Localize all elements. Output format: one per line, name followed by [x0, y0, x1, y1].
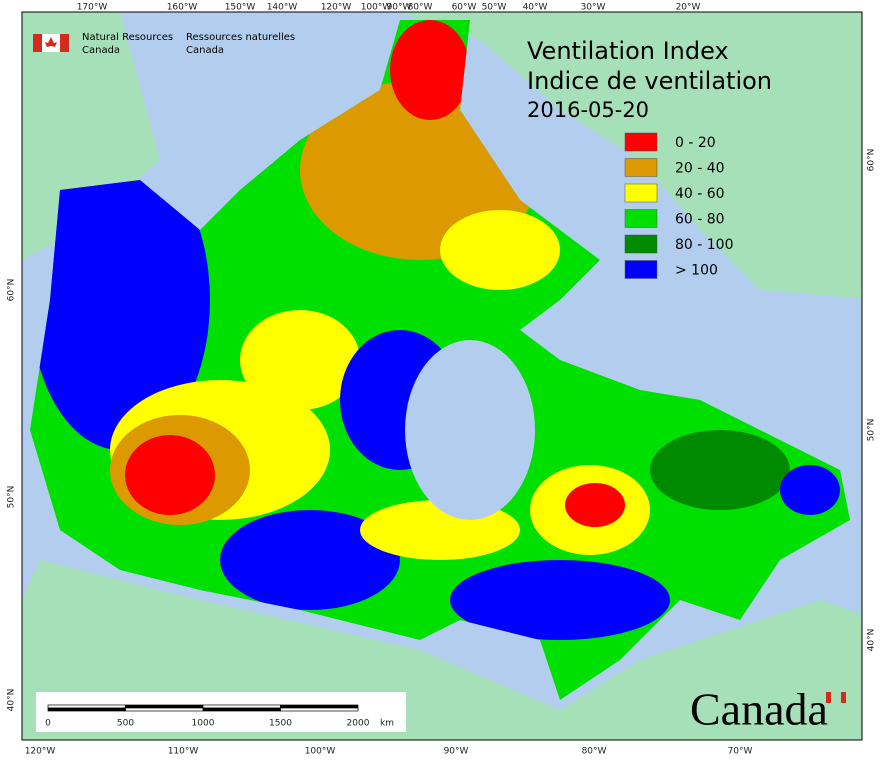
region: [240, 310, 360, 410]
org-en: Canada: [82, 45, 120, 56]
region: [220, 510, 400, 610]
legend-swatch: [624, 183, 658, 203]
region: [450, 560, 670, 640]
scale-label: 500: [117, 719, 134, 729]
bottom-labels: 120°W 110°W 100°W 90°W 80°W 70°W: [25, 747, 753, 757]
graticule-label: 90°W: [387, 3, 412, 13]
scale-segment: [125, 707, 204, 712]
legend-label: 60 - 80: [675, 212, 725, 228]
graticule-label: 40°N: [867, 629, 877, 652]
graticule-label: 120°W: [25, 747, 56, 757]
wordmark: Canada: [690, 684, 846, 735]
graticule-label: 100°W: [361, 3, 392, 13]
graticule-label: 50°N: [867, 419, 877, 442]
graticule-label: 170°W: [77, 3, 108, 13]
graticule-label: 60°N: [7, 279, 17, 302]
alaska: [22, 12, 160, 260]
region: [390, 20, 470, 120]
scale-segment: [202, 704, 281, 709]
graticule-label: 140°W: [267, 3, 298, 13]
region: [440, 210, 560, 290]
graticule-label: 100°W: [305, 747, 336, 757]
region: [565, 483, 625, 527]
scale-label: 1500: [269, 719, 292, 729]
wordmark-text: Canada: [690, 684, 828, 735]
scale-segment: [280, 707, 359, 712]
legend-label: 80 - 100: [675, 237, 734, 253]
org-fr: Canada: [186, 45, 224, 56]
legend-label: 0 - 20: [675, 135, 716, 151]
scale-label: 0: [45, 719, 51, 729]
legend-label: > 100: [675, 263, 718, 279]
legend-swatch: [624, 260, 658, 279]
graticule-label: 40°N: [7, 689, 17, 712]
graticule-label: 60°N: [867, 149, 877, 172]
graticule-label: 30°W: [581, 3, 606, 13]
legend-swatch: [624, 158, 658, 177]
org-fr: Ressources naturelles: [186, 32, 295, 43]
legend-label: 40 - 60: [675, 186, 725, 202]
title: Ventilation Index: [527, 37, 729, 65]
graticule-label: 50°N: [7, 486, 17, 509]
flag-bar: [841, 692, 846, 703]
graticule-label: 90°W: [444, 747, 469, 757]
scale-label: 1000: [192, 719, 215, 729]
scale-bar: 0 500 1000 1500 2000 km: [36, 692, 406, 732]
date: 2016-05-20: [527, 98, 649, 122]
graticule-label: 70°W: [728, 747, 753, 757]
legend-swatch: [624, 234, 658, 254]
scale-label: 2000: [347, 719, 370, 729]
legend-swatch: [624, 132, 658, 152]
legend-label: 20 - 40: [675, 161, 725, 177]
region: [125, 435, 215, 515]
scale-unit: km: [380, 719, 394, 729]
title: Indice de ventilation: [527, 67, 772, 95]
flag-bar: [60, 34, 69, 52]
graticule-label: 50°W: [482, 3, 507, 13]
graticule-label: 40°W: [523, 3, 548, 13]
region: [780, 465, 840, 515]
right-labels: 60°N 50°N 40°N: [867, 149, 877, 652]
org-en: Natural Resources: [82, 32, 173, 43]
scale-segment: [47, 704, 126, 709]
graticule-label: 20°W: [676, 3, 701, 13]
frame: [21, 11, 863, 741]
graticule-label: 110°W: [168, 747, 199, 757]
left-labels: 60°N 50°N 40°N: [7, 279, 17, 712]
graticule-label: 80°W: [408, 3, 433, 13]
scale-segment: [280, 704, 359, 709]
scale-segment: [202, 707, 281, 712]
graticule-label: 60°W: [452, 3, 477, 13]
graticule-label: 160°W: [167, 3, 198, 13]
logo: Natural Resources Canada Ressources natu…: [33, 32, 295, 56]
scale-segment: [47, 707, 126, 712]
scale-bg: [36, 692, 406, 732]
graticule-label: 120°W: [321, 3, 352, 13]
greenland: [400, 12, 862, 299]
hudson-bay: [405, 340, 535, 520]
legend-swatch: [624, 209, 658, 228]
maple-leaf: [45, 37, 57, 47]
legend: 0 - 20 20 - 40 40 - 60 60 - 80 80 - 100 > 100: [624, 132, 734, 279]
graticule-label: 80°W: [582, 747, 607, 757]
scale-segment: [125, 704, 204, 709]
region: [650, 430, 790, 510]
flag-bar: [826, 692, 831, 703]
flag-bar: [33, 34, 42, 52]
top-labels: 170°W 160°W 150°W 140°W 120°W 100°W90°W80°W 60…: [77, 3, 701, 13]
graticule-label: 150°W: [225, 3, 256, 13]
region: [30, 150, 210, 450]
